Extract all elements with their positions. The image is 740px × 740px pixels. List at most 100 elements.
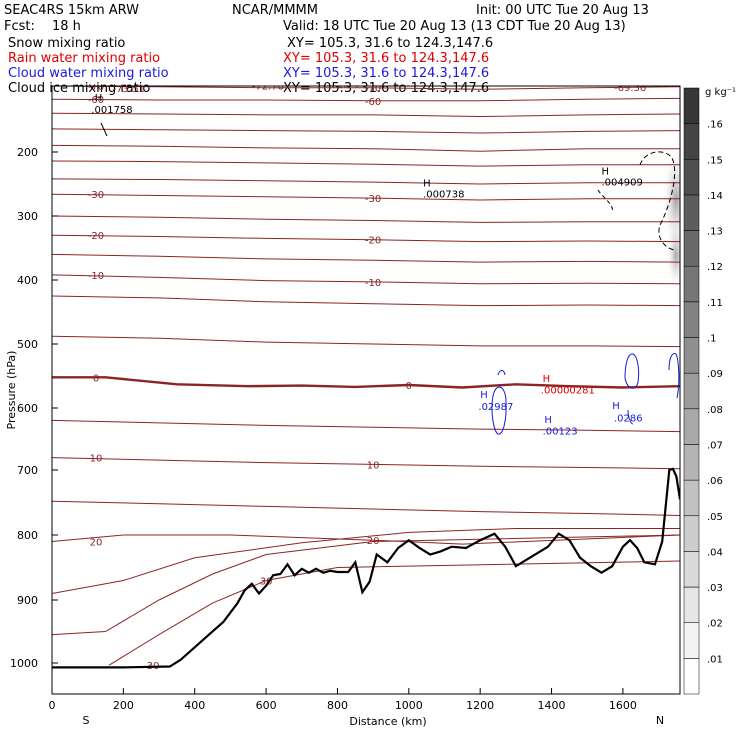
colorbar-box <box>683 123 700 160</box>
y-tick-label: 1000 <box>10 657 38 670</box>
annotation-label: .00123 <box>543 427 578 438</box>
contour-label: -60 <box>365 97 381 108</box>
annotation-label: .0286 <box>614 414 643 425</box>
contour-label: -70 <box>365 84 381 95</box>
colorbar: .01 .02 .03 .04 .05 .06 .07 .08 .09 .1 .11 .12 .13 .1… <box>683 87 723 695</box>
colorbar-box <box>683 586 700 623</box>
temp-contour-12 <box>52 295 680 307</box>
x-end-label-south: S <box>83 714 90 727</box>
temp-contour-13 <box>52 335 680 348</box>
field-rain-name: Rain water mixing ratio <box>8 51 160 66</box>
colorbar-tick-label: .11 <box>707 298 723 309</box>
x-tick-label: 1600 <box>609 699 637 712</box>
colorbar-tick-label: .16 <box>707 120 723 131</box>
valid-time: Valid: 18 UTC Tue 20 Aug 13 (13 CDT Tue … <box>283 19 626 34</box>
colorbar-tick-label: .03 <box>707 583 723 594</box>
annotation-label: H <box>544 415 552 426</box>
y-tick-label: 900 <box>17 594 38 607</box>
colorbar-tick-label: .12 <box>707 262 723 273</box>
y-axis: 200 300 400 500 600 700 800 900 1000 <box>10 146 58 670</box>
temp-contour-11 <box>52 274 680 285</box>
temp-contour-5 <box>52 160 680 167</box>
terrain-line <box>52 467 680 669</box>
plot-area: -70 -70 -60 -60 -30 -30 -20 -20 -10 -10 0 0 10 10 20 20… <box>52 80 680 672</box>
annotations: -73.51 -72.78 -72.94 -69.36H.001758H.000738… <box>91 80 646 438</box>
colorbar-box <box>683 622 700 659</box>
colorbar-box <box>683 159 700 196</box>
x-tick-label: 0 <box>49 699 56 712</box>
plot-frame <box>51 85 681 695</box>
field-cloud-xy: XY= 105.3, 31.6 to 124.3,147.6 <box>283 66 489 81</box>
ice-contour <box>639 151 677 251</box>
annotation-label: -73.51 <box>113 84 145 95</box>
x-axis-label: Distance (km) <box>349 715 426 728</box>
colorbar-tick-label: .13 <box>707 227 723 238</box>
colorbar-box <box>683 301 700 338</box>
x-tick-label: 200 <box>113 699 134 712</box>
colorbar-tick-label: .02 <box>707 619 723 630</box>
init-time: Init: 00 UTC Tue 20 Aug 13 <box>476 3 649 18</box>
colorbar-tick-label: .07 <box>707 441 723 452</box>
temp-contour-8 <box>52 215 680 223</box>
y-axis-label: Pressure (hPa) <box>5 351 18 430</box>
temperature-contours <box>52 86 680 666</box>
y-tick-label: 300 <box>17 210 38 223</box>
colorbar-tick-label: .09 <box>707 369 723 380</box>
colorbar-box <box>683 372 700 410</box>
field-rain-xy: XY= 105.3, 31.6 to 124.3,147.6 <box>283 51 489 66</box>
y-tick-label: 500 <box>17 338 38 351</box>
fcst-label: Fcst: <box>4 19 35 34</box>
colorbar-tick-label: .08 <box>707 405 723 416</box>
temp-contour-15 <box>52 419 680 433</box>
contour-labels: -70 -70 -60 -60 -30 -30 -20 -20 -10 -10 0 0 10 10 20 20… <box>88 82 412 672</box>
ice-shading-lower <box>666 220 680 290</box>
colorbar-tick-label: .06 <box>707 476 723 487</box>
contour-label: -10 <box>88 271 104 282</box>
colorbar-tick-label: .04 <box>707 547 723 558</box>
annotation-label: H <box>480 390 488 401</box>
temp-contour-2 <box>52 112 680 118</box>
contour-label: -20 <box>88 231 104 242</box>
temp-contour-6 <box>52 178 680 185</box>
colorbar-unit: g kg⁻¹ <box>705 87 736 98</box>
center-title: NCAR/MMMM <box>232 3 318 18</box>
model-title: SEAC4RS 15km ARW <box>4 3 139 18</box>
contour-label: -20 <box>365 236 381 247</box>
temp-contour-9 <box>52 234 680 243</box>
x-tick-label: 1000 <box>395 699 423 712</box>
x-tick-label: 800 <box>327 699 348 712</box>
temp-contour-17 <box>52 500 680 516</box>
temp-contour-14 <box>52 376 680 389</box>
field-snow-name: Snow mixing ratio <box>8 36 125 51</box>
annotation-label: -69.36 <box>614 83 646 94</box>
annotation-label: .004909 <box>602 177 643 188</box>
cloud-contour-small <box>497 370 506 376</box>
contour-label: 0 <box>406 381 412 392</box>
colorbar-tick-label: .15 <box>707 155 723 166</box>
cloud-contour-edge <box>668 353 680 399</box>
annotation-label: H <box>612 401 620 412</box>
temp-contour-7 <box>52 193 680 201</box>
contour-label: 20 <box>367 536 380 547</box>
x-tick-label: 1400 <box>538 699 566 712</box>
field-ice-name: Cloud ice mixing ratio <box>8 81 150 96</box>
contour-label: 30 <box>260 577 273 588</box>
annotation-label: -72.78 <box>252 81 284 92</box>
x-end-label-north: N <box>656 714 664 727</box>
contour-label: -30 <box>365 194 381 205</box>
field-cloud-name: Cloud water mixing ratio <box>8 66 169 81</box>
temp-contour-4 <box>52 144 680 152</box>
x-tick-label: 1200 <box>466 699 494 712</box>
contour-label: -10 <box>365 278 381 289</box>
colorbar-box <box>683 230 700 267</box>
contour-label: 10 <box>90 454 103 465</box>
colorbar-box <box>683 194 700 231</box>
cloud-contour-tail <box>627 409 634 425</box>
contour-label: -70 <box>88 82 104 93</box>
temp-contour-21 <box>108 560 680 666</box>
hydrometeor-contours <box>100 122 680 435</box>
annotation-label: -72.94 <box>327 80 359 91</box>
temp-contour-1 <box>52 97 680 102</box>
colorbar-box <box>683 515 700 552</box>
